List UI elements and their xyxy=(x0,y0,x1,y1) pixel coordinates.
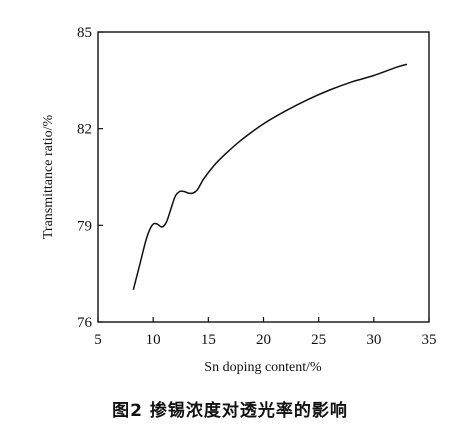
chart: 5 10 15 20 25 30 35 76 79 82 85 Sn doping content… xyxy=(41,25,437,375)
y-tick-label: 76 xyxy=(77,315,93,331)
x-axis: 5 10 15 20 25 30 35 xyxy=(94,317,437,348)
plot-frame xyxy=(97,31,430,323)
x-tick-label: 20 xyxy=(256,332,271,348)
y-tick-label: 85 xyxy=(77,25,92,41)
y-axis-label: Transmittance ratio/% xyxy=(41,115,56,240)
x-tick-label: 10 xyxy=(146,332,161,348)
x-tick-label: 25 xyxy=(311,332,326,348)
y-tick-label: 79 xyxy=(77,218,92,234)
x-tick-label: 15 xyxy=(201,332,216,348)
x-tick-label: 5 xyxy=(94,332,102,348)
x-tick-label: 30 xyxy=(366,332,381,348)
figure-caption: 图2 掺锡浓度对透光率的影响 xyxy=(112,401,348,421)
y-tick-label: 82 xyxy=(77,122,92,138)
x-tick-label: 35 xyxy=(422,332,437,348)
x-axis-label: Sn doping content/% xyxy=(204,360,322,375)
series-line xyxy=(132,63,408,290)
y-axis: 76 79 82 85 xyxy=(77,25,103,331)
